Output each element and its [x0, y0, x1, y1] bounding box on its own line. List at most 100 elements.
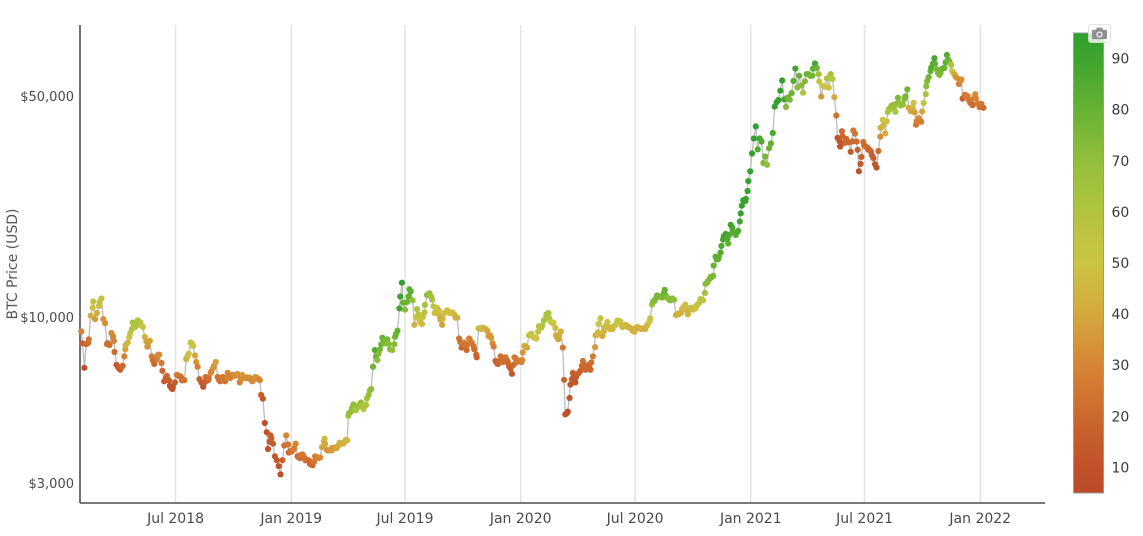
price-point	[403, 299, 410, 306]
price-point	[124, 339, 131, 346]
price-point	[268, 435, 275, 442]
price-point	[747, 168, 754, 175]
price-point	[923, 83, 930, 90]
price-point	[566, 394, 573, 402]
price-point	[948, 61, 955, 68]
price-point	[809, 72, 816, 79]
price-point	[159, 367, 166, 374]
price-point	[754, 146, 761, 153]
price-point	[827, 71, 834, 78]
price-point	[533, 335, 540, 342]
price-point	[782, 103, 790, 110]
price-point	[943, 51, 951, 59]
price-point	[401, 306, 409, 313]
price-point	[185, 350, 192, 357]
price-point	[882, 130, 889, 137]
price-point	[557, 328, 565, 335]
price-point	[285, 441, 292, 448]
price-point	[273, 457, 280, 464]
price-point	[847, 148, 854, 155]
price-point	[762, 153, 769, 160]
price-point	[564, 408, 571, 415]
price-point	[463, 347, 470, 354]
download-plot-button[interactable]	[1088, 24, 1111, 43]
price-point	[833, 112, 840, 119]
price-point	[853, 138, 860, 145]
price-point	[561, 376, 568, 383]
price-point	[435, 307, 442, 314]
price-point	[599, 333, 606, 340]
price-point	[718, 242, 725, 250]
price-point	[85, 336, 92, 343]
price-point	[317, 454, 324, 461]
price-point	[899, 101, 907, 108]
price-point	[647, 315, 654, 322]
x-tick-label: Jul 2021	[835, 511, 893, 527]
price-point	[471, 346, 478, 353]
y-tick-label: $50,000	[20, 90, 74, 105]
price-point	[894, 94, 902, 101]
price-point	[567, 381, 574, 388]
price-point	[792, 65, 799, 72]
price-point	[397, 293, 404, 300]
price-point	[858, 153, 865, 160]
price-point	[110, 337, 117, 344]
price-point	[918, 118, 925, 125]
price-point	[321, 435, 328, 442]
price-point	[816, 78, 823, 85]
price-point	[572, 379, 579, 386]
axis-spines	[79, 25, 1045, 504]
price-point	[421, 301, 428, 308]
price-point	[595, 320, 602, 327]
x-tick-label: Jul 2019	[376, 511, 434, 527]
price-point	[742, 195, 749, 203]
price-point	[191, 352, 199, 359]
colorbar-tick-labels: 10 20 30 40 50 60 70 80 90	[1112, 52, 1130, 477]
price-point	[735, 227, 742, 234]
price-point	[89, 304, 96, 311]
price-point	[275, 463, 282, 470]
price-point	[919, 108, 926, 115]
price-point	[158, 359, 165, 367]
price-point	[259, 395, 266, 402]
price-point	[413, 306, 421, 313]
price-point	[87, 312, 94, 319]
price-series-line	[80, 54, 984, 476]
price-point	[279, 457, 286, 464]
price-point	[454, 314, 461, 321]
price-point	[508, 370, 515, 377]
colorbar-tick-label: 20	[1112, 409, 1130, 425]
price-point	[519, 349, 526, 356]
price-point	[592, 344, 599, 351]
colorbar-tick-label: 30	[1112, 358, 1130, 374]
price-point	[98, 295, 105, 302]
price-point	[539, 322, 546, 329]
price-point	[518, 357, 526, 364]
price-point	[398, 279, 405, 286]
price-point	[194, 363, 201, 370]
x-tick-label: Jul 2018	[146, 511, 204, 527]
x-tick-label: Jan 2019	[259, 511, 322, 527]
price-point	[409, 297, 416, 304]
price-point	[552, 324, 559, 332]
price-point	[421, 309, 428, 316]
price-point	[385, 340, 392, 347]
price-point	[193, 358, 200, 366]
price-point	[892, 108, 899, 115]
price-point	[407, 288, 414, 295]
price-point	[748, 150, 756, 157]
price-point	[925, 74, 932, 81]
price-point	[825, 84, 832, 91]
price-point	[852, 130, 859, 137]
price-point	[439, 321, 446, 328]
price-point	[745, 178, 752, 185]
price-point	[931, 60, 939, 67]
price-point	[767, 140, 775, 147]
price-point	[980, 104, 987, 111]
price-point	[200, 383, 207, 390]
colorbar-tick-label: 90	[1112, 52, 1130, 68]
sentiment-colorbar	[1073, 32, 1104, 494]
price-point	[813, 64, 820, 71]
price-point	[910, 99, 917, 106]
